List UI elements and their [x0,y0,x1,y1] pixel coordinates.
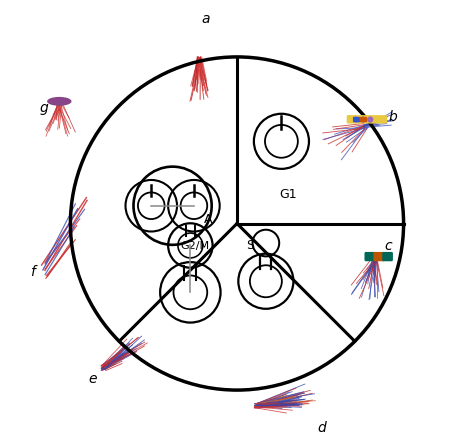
Circle shape [353,116,359,122]
FancyBboxPatch shape [382,252,393,261]
Circle shape [360,116,366,122]
Text: g: g [39,101,48,115]
Circle shape [367,116,374,122]
FancyBboxPatch shape [374,252,385,261]
Text: A: A [204,213,212,226]
Text: f: f [30,266,35,279]
Text: d: d [317,421,326,435]
FancyBboxPatch shape [358,117,367,122]
Text: a: a [201,12,210,26]
FancyBboxPatch shape [346,115,387,123]
Text: b: b [388,110,397,124]
Text: e: e [88,372,97,386]
Text: S: S [246,239,255,252]
Text: c: c [384,239,392,253]
Text: G2/M: G2/M [180,241,210,251]
Ellipse shape [47,97,72,106]
Text: G1: G1 [279,188,297,201]
FancyBboxPatch shape [365,252,376,261]
FancyBboxPatch shape [353,117,360,122]
